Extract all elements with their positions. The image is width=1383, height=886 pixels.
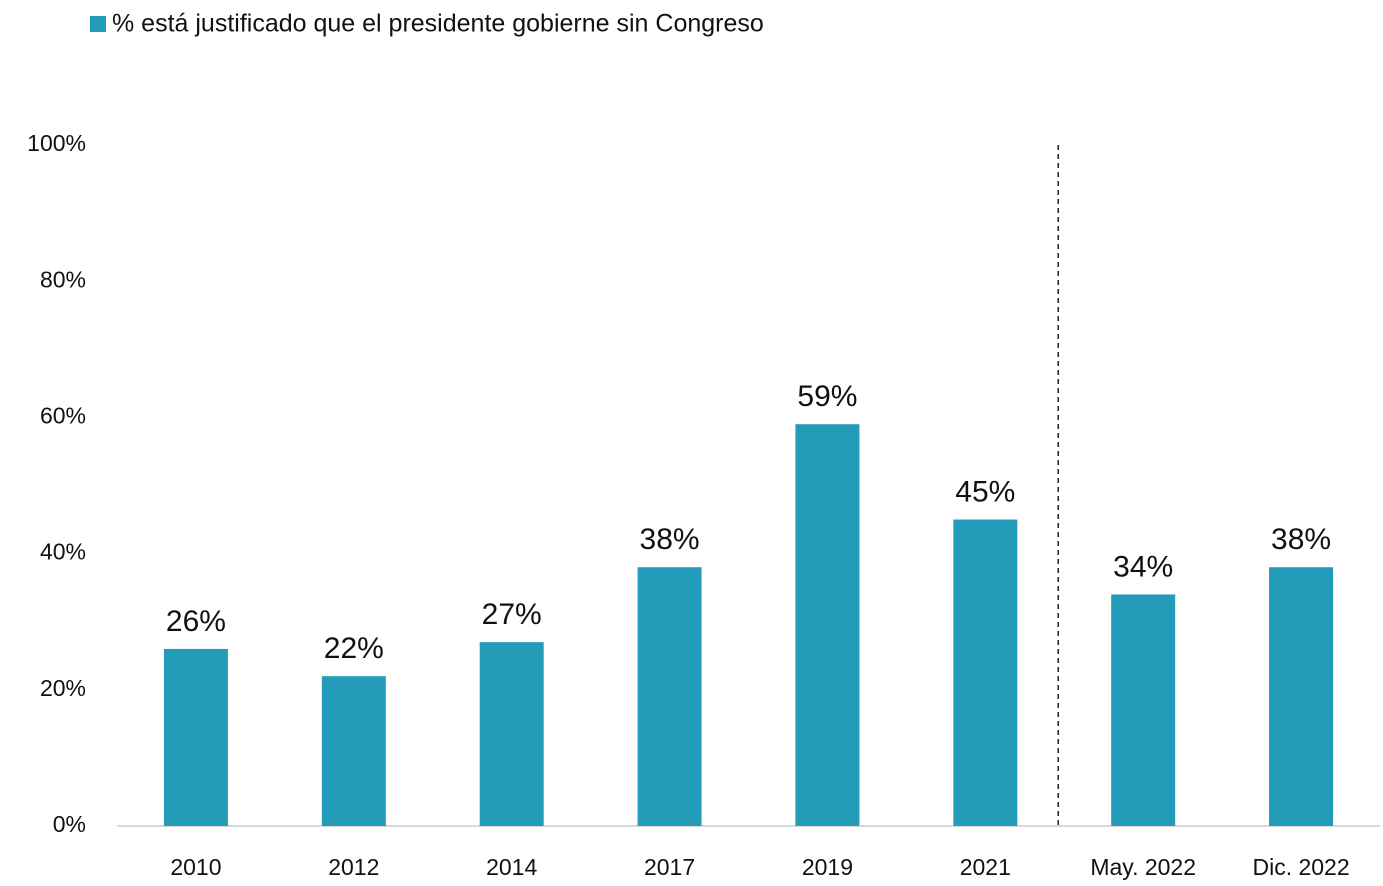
data-label: 45%	[955, 475, 1015, 508]
y-tick-label: 0%	[53, 811, 86, 837]
y-tick-label: 60%	[40, 402, 86, 428]
y-tick-label: 20%	[40, 675, 86, 701]
x-tick-label: 2017	[644, 854, 695, 880]
data-label: 22%	[324, 632, 384, 665]
bar	[479, 642, 544, 826]
legend-label: % está justificado que el presidente gob…	[112, 10, 764, 38]
x-tick-label: Dic. 2022	[1252, 854, 1349, 880]
bar	[321, 676, 386, 826]
x-tick-label: 2019	[802, 854, 853, 880]
y-tick-label: 40%	[40, 539, 86, 565]
bar	[795, 424, 860, 826]
x-tick-label: 2021	[960, 854, 1011, 880]
bar	[1111, 594, 1176, 826]
data-label: 59%	[797, 380, 857, 413]
x-tick-label: 2012	[328, 854, 379, 880]
y-tick-label: 100%	[27, 130, 86, 156]
bar	[1269, 567, 1334, 826]
data-label: 38%	[1271, 523, 1331, 556]
data-label: 27%	[482, 598, 542, 631]
bar	[637, 567, 702, 826]
data-label: 34%	[1113, 550, 1173, 583]
data-label: 38%	[640, 523, 700, 556]
bar	[163, 648, 228, 826]
x-tick-label: 2010	[170, 854, 221, 880]
data-label: 26%	[166, 605, 226, 638]
x-tick-label: 2014	[486, 854, 537, 880]
y-tick-label: 80%	[40, 266, 86, 292]
bar	[953, 519, 1018, 826]
x-tick-label: May. 2022	[1090, 854, 1196, 880]
legend-swatch	[90, 16, 106, 32]
